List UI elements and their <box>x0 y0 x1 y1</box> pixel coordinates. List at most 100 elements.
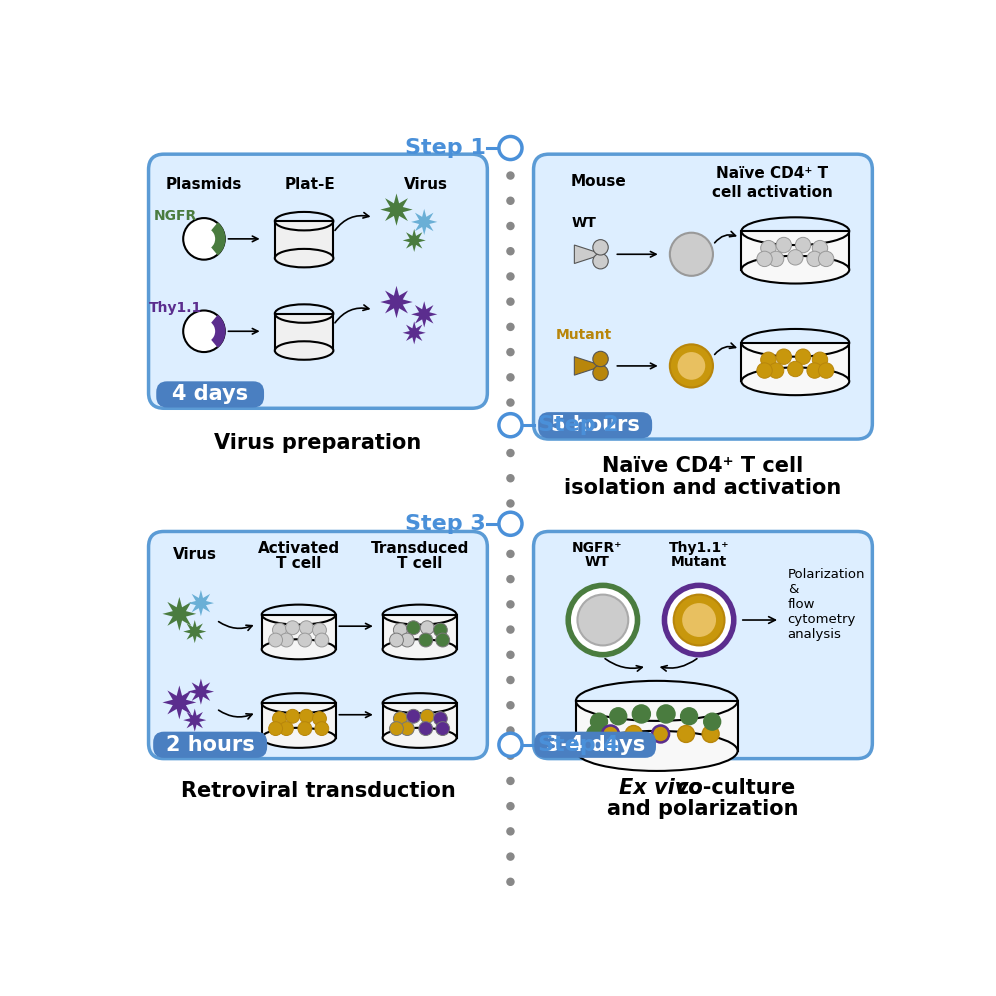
Text: isolation and activation: isolation and activation <box>565 477 842 498</box>
Circle shape <box>682 604 716 637</box>
Text: WT: WT <box>585 556 610 570</box>
Circle shape <box>506 423 515 432</box>
Polygon shape <box>262 703 336 738</box>
Circle shape <box>506 827 515 836</box>
FancyBboxPatch shape <box>534 154 872 439</box>
Circle shape <box>506 348 515 357</box>
Circle shape <box>280 633 293 647</box>
Text: Thy1.1: Thy1.1 <box>148 301 202 315</box>
Circle shape <box>506 726 515 735</box>
Circle shape <box>591 713 608 730</box>
Circle shape <box>506 398 515 406</box>
Text: WT: WT <box>571 216 596 230</box>
Text: Virus: Virus <box>172 547 217 562</box>
Circle shape <box>389 722 403 735</box>
Circle shape <box>436 722 449 735</box>
FancyBboxPatch shape <box>538 412 652 438</box>
Circle shape <box>506 650 515 659</box>
Ellipse shape <box>262 639 336 659</box>
Text: Virus: Virus <box>403 177 448 192</box>
Circle shape <box>506 222 515 230</box>
Circle shape <box>269 633 283 647</box>
Text: T cell: T cell <box>276 557 322 572</box>
Text: cell activation: cell activation <box>712 185 833 200</box>
Polygon shape <box>183 621 206 643</box>
Circle shape <box>506 196 515 205</box>
Circle shape <box>506 751 515 760</box>
Circle shape <box>568 586 637 654</box>
Text: Polarization
&
flow
cytometry
analysis: Polarization & flow cytometry analysis <box>788 568 866 641</box>
Circle shape <box>761 352 776 368</box>
Polygon shape <box>188 678 214 705</box>
Circle shape <box>300 621 314 634</box>
Text: Step 1: Step 1 <box>404 138 485 158</box>
Circle shape <box>506 625 515 633</box>
Polygon shape <box>382 615 456 649</box>
Circle shape <box>757 251 772 267</box>
Circle shape <box>499 136 522 159</box>
Circle shape <box>315 633 329 647</box>
Text: Thy1.1⁺: Thy1.1⁺ <box>669 542 729 556</box>
Circle shape <box>419 722 432 735</box>
Circle shape <box>419 633 432 647</box>
Polygon shape <box>380 193 412 226</box>
Text: Step 3: Step 3 <box>404 514 485 534</box>
Circle shape <box>506 550 515 558</box>
Circle shape <box>506 171 515 180</box>
Circle shape <box>670 233 713 276</box>
Circle shape <box>506 146 515 154</box>
FancyBboxPatch shape <box>148 154 487 408</box>
Circle shape <box>315 722 329 735</box>
Circle shape <box>757 363 772 378</box>
Text: 2 hours: 2 hours <box>165 735 255 755</box>
Circle shape <box>506 877 515 886</box>
Circle shape <box>677 725 694 742</box>
Circle shape <box>632 705 649 722</box>
Circle shape <box>269 722 283 735</box>
Circle shape <box>506 298 515 306</box>
Circle shape <box>813 240 828 256</box>
Circle shape <box>578 595 628 645</box>
Circle shape <box>433 712 447 725</box>
Text: Mouse: Mouse <box>571 173 626 188</box>
Polygon shape <box>380 286 412 318</box>
Text: Naïve CD4⁺ T cell: Naïve CD4⁺ T cell <box>603 456 804 476</box>
Circle shape <box>300 709 314 723</box>
Circle shape <box>768 251 784 267</box>
FancyBboxPatch shape <box>534 732 656 758</box>
Circle shape <box>506 525 515 533</box>
Circle shape <box>389 633 403 647</box>
FancyBboxPatch shape <box>156 381 264 407</box>
Circle shape <box>406 709 420 723</box>
FancyBboxPatch shape <box>148 532 487 759</box>
Polygon shape <box>188 590 214 617</box>
Ellipse shape <box>275 249 334 267</box>
Circle shape <box>625 725 642 742</box>
Circle shape <box>436 633 449 647</box>
Circle shape <box>286 621 300 634</box>
Circle shape <box>420 621 434 634</box>
Circle shape <box>506 474 515 482</box>
Polygon shape <box>382 703 456 738</box>
Text: Mutant: Mutant <box>671 556 727 570</box>
Circle shape <box>499 512 522 535</box>
Circle shape <box>433 623 447 637</box>
Circle shape <box>702 725 719 742</box>
Polygon shape <box>575 357 603 375</box>
Text: Plasmids: Plasmids <box>165 177 242 192</box>
Polygon shape <box>275 314 334 351</box>
Circle shape <box>499 413 522 437</box>
Circle shape <box>298 722 312 735</box>
Circle shape <box>506 272 515 281</box>
Text: NGFR: NGFR <box>153 209 197 223</box>
Circle shape <box>673 595 724 645</box>
Polygon shape <box>402 229 425 252</box>
Circle shape <box>704 713 721 730</box>
Text: Virus preparation: Virus preparation <box>214 433 421 453</box>
Text: Transduced: Transduced <box>371 541 469 556</box>
Circle shape <box>506 701 515 709</box>
Text: Activated: Activated <box>258 541 340 556</box>
Polygon shape <box>262 615 336 649</box>
Circle shape <box>506 802 515 811</box>
Circle shape <box>506 499 515 508</box>
